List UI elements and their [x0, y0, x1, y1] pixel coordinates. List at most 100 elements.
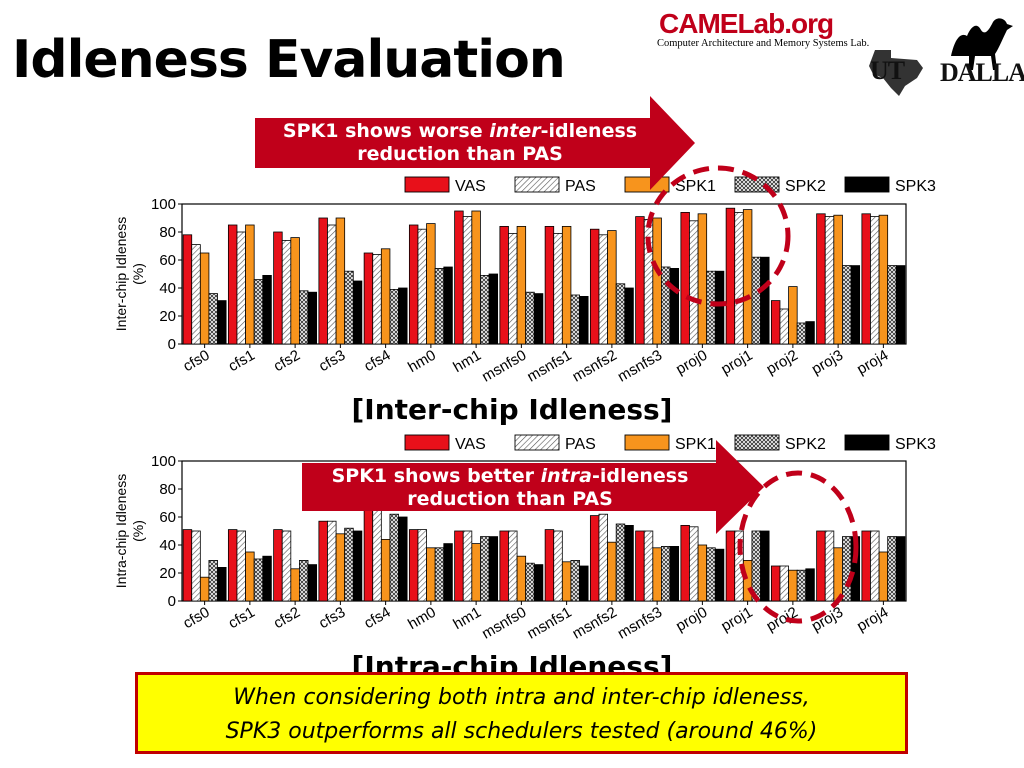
bar-spk3-msnfs0: [533, 293, 544, 345]
legend-label-pas: PAS: [565, 178, 596, 195]
bar-spk1-msnfs1: [561, 225, 572, 345]
bar-spk1-hm0: [426, 547, 436, 602]
bar-spk2-msnfs1: [570, 560, 580, 602]
bar-pas-cfs3: [327, 224, 337, 345]
bar-spk1-proj3: [833, 547, 843, 602]
bar-pas-cfs2: [281, 239, 292, 345]
y-tick-label: 60: [159, 509, 176, 526]
bar-spk3-hm1: [488, 536, 499, 602]
bar-pas-cfs4: [372, 508, 382, 602]
camelab-logo-subtitle: Computer Architecture and Memory Systems…: [657, 38, 870, 49]
x-tick-label: proj1: [718, 604, 755, 635]
x-tick-label: msnfs2: [569, 347, 619, 386]
bar-spk3-proj4: [895, 536, 906, 602]
x-tick-label: cfs3: [316, 604, 348, 632]
bar-spk2-cfs2: [299, 560, 309, 602]
bar-spk2-msnfs1: [570, 294, 580, 345]
bar-spk2-msnfs0: [525, 291, 535, 345]
bar-pas-cfs0: [191, 244, 201, 345]
bar-spk1-msnfs1: [561, 561, 572, 602]
legend-label-spk3: SPK3: [895, 178, 936, 195]
y-tick-label: 100: [151, 196, 176, 213]
x-tick-label: proj3: [809, 347, 846, 378]
legend-label-spk3: SPK3: [895, 436, 936, 453]
bar-spk1-msnfs3: [652, 547, 662, 602]
bar-vas-proj4: [861, 213, 871, 345]
bar-pas-msnfs1: [553, 530, 563, 602]
bar-vas-proj0: [680, 525, 690, 602]
conclusion-line-1: When considering both intra and inter-ch…: [233, 685, 810, 710]
x-tick-label: msnfs3: [615, 604, 665, 643]
bar-spk1-hm0: [426, 223, 436, 345]
y-tick-label: 20: [159, 308, 176, 325]
x-tick-label: cfs4: [361, 604, 393, 632]
bar-pas-cfs1: [236, 231, 246, 345]
x-tick-label: cfs1: [226, 347, 258, 375]
bar-spk1-msnfs2: [607, 541, 617, 602]
bar-spk2-cfs0: [208, 560, 218, 602]
bar-pas-proj3: [824, 216, 835, 345]
bar-spk1-cfs1: [245, 551, 255, 602]
conclusion-line-2: SPK3 outperforms all schedulers tested (…: [225, 719, 818, 744]
bar-spk3-cfs2: [307, 291, 318, 345]
x-tick-label: cfs2: [271, 347, 303, 375]
bar-spk1-proj1: [742, 209, 753, 345]
bar-vas-msnfs0: [499, 225, 509, 345]
bar-pas-proj1: [734, 211, 744, 345]
camelab-logo: CAMELab.org Computer Architecture and Me…: [655, 8, 1024, 98]
bar-spk1-proj0: [697, 213, 708, 345]
bar-pas-msnfs2: [598, 513, 608, 602]
bar-spk3-cfs0: [217, 567, 227, 602]
bottom-callout-emphasis: intra: [540, 465, 592, 487]
bar-spk2-msnfs3: [661, 266, 671, 345]
bar-spk1-cfs0: [199, 576, 210, 602]
bar-spk1-proj1: [742, 560, 753, 602]
bar-vas-cfs3: [318, 520, 328, 602]
bar-vas-cfs0: [182, 529, 193, 602]
bar-spk3-proj1: [760, 256, 770, 345]
intra-chip-chart: 0 20 40 60 80 100 Intra-chip Idleness(%) cfs0 cf…: [113, 434, 936, 643]
legend-swatch-spk1: [624, 434, 670, 451]
bar-pas-msnfs0: [508, 530, 518, 602]
bar-vas-proj0: [680, 211, 690, 345]
y-tick-label: 100: [151, 453, 176, 470]
bar-vas-proj3: [816, 530, 826, 602]
y-tick-label: 80: [159, 481, 176, 498]
bar-spk3-cfs3: [352, 530, 363, 602]
bar-pas-msnfs2: [598, 234, 608, 345]
bar-spk2-proj1: [751, 256, 761, 345]
y-axis-label: Inter-chip Idleness(%): [113, 217, 146, 331]
bar-vas-cfs2: [273, 231, 283, 345]
bar-spk2-msnfs3: [661, 546, 671, 602]
x-tick-label: proj1: [718, 347, 755, 378]
bar-vas-hm1: [454, 530, 464, 602]
bar-spk1-cfs1: [245, 224, 255, 345]
bar-spk2-hm0: [434, 547, 445, 602]
bottom-callout-text-c: reduction than PAS: [407, 488, 613, 510]
bar-vas-msnfs3: [635, 530, 645, 602]
bar-spk3-proj1: [760, 530, 770, 602]
bar-spk3-msnfs3: [669, 546, 680, 602]
x-tick-label: msnfs0: [479, 604, 529, 643]
bar-spk3-cfs3: [352, 280, 363, 345]
bar-spk3-msnfs0: [533, 564, 544, 602]
x-tick-label: proj4: [854, 347, 891, 378]
top-callout-text-c: reduction than PAS: [357, 143, 563, 165]
bar-spk3-proj4: [895, 265, 906, 345]
bar-spk1-msnfs3: [652, 217, 662, 345]
legend-swatch-spk3: [844, 176, 890, 193]
top-callout-text-b: -idleness: [540, 120, 638, 142]
bar-spk3-cfs0: [217, 300, 227, 345]
bar-spk2-cfs1: [253, 279, 264, 345]
bar-spk1-proj0: [697, 544, 708, 602]
bar-vas-cfs0: [182, 234, 193, 345]
legend-label-spk1: SPK1: [675, 178, 716, 195]
bar-spk2-hm1: [480, 274, 490, 345]
bar-spk3-proj3: [850, 265, 861, 345]
bar-vas-proj2: [770, 565, 781, 602]
bottom-callout-text-b: -idleness: [591, 465, 689, 487]
legend-swatch-pas: [514, 176, 560, 193]
bar-spk2-proj0: [706, 270, 716, 345]
legend-label-spk2: SPK2: [785, 178, 826, 195]
